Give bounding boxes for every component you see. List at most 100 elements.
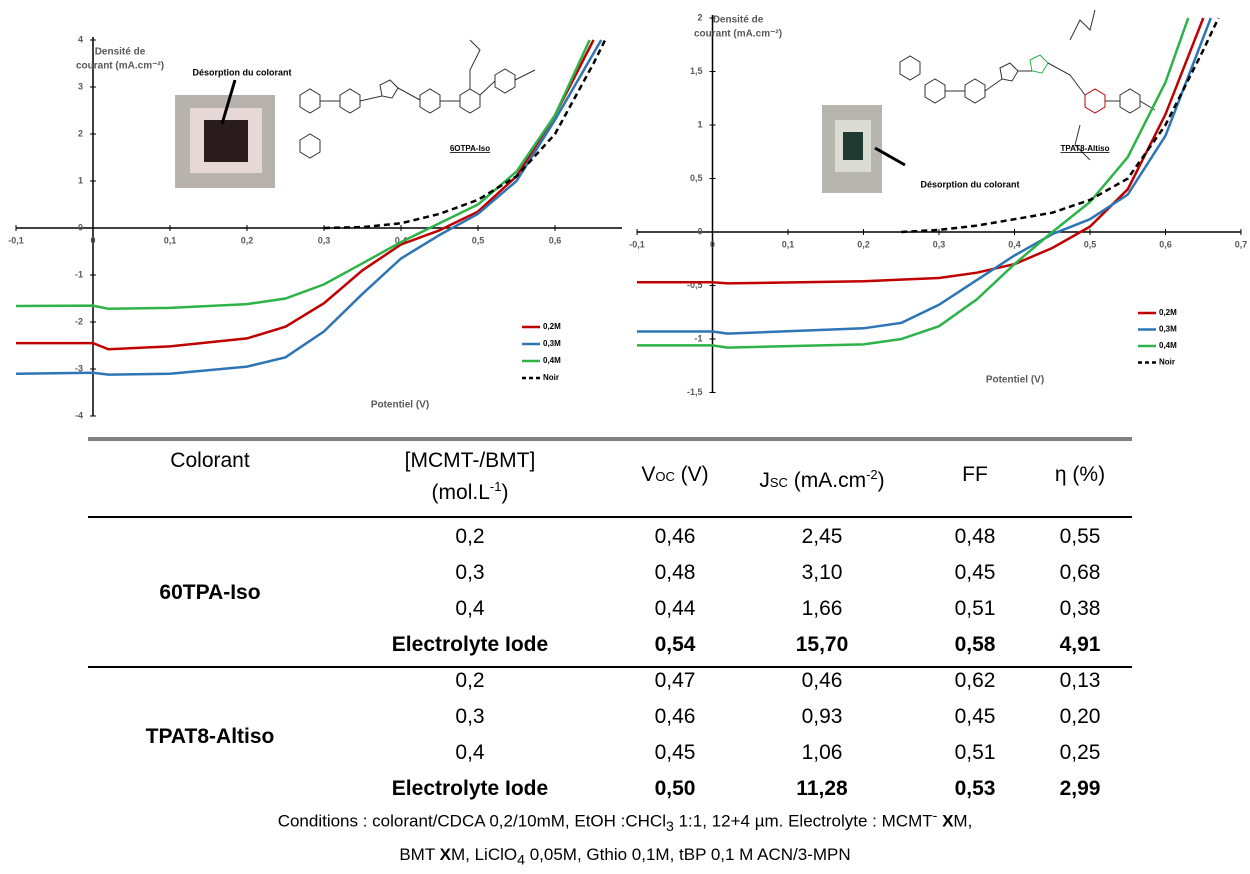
table-cell: 0,2: [455, 669, 485, 692]
y-axis-title: courant (mA.cm⁻²): [694, 29, 782, 40]
table-cell: 0,45: [654, 741, 696, 764]
rule: [88, 666, 1132, 668]
table-cell: 1,66: [801, 597, 843, 620]
table-cell: 4,91: [1059, 633, 1101, 656]
series-line: [637, 17, 1212, 335]
x-axis-title: Potentiel (V): [986, 375, 1044, 386]
chart: -0,1 0 0,1 0,2 0,3 0,4 0,5 0,6 -4 -3 -2 -1 0 1 2 3 4: [8, 34, 622, 420]
header-text: J: [759, 469, 770, 492]
table-cell: 0,3: [455, 705, 485, 728]
table-cell: 0,4: [455, 597, 485, 620]
x-tick-label: 0,1: [164, 235, 177, 245]
y-tick-label: 1,5: [690, 66, 703, 76]
annotation: Désorption du colorant: [921, 179, 1020, 189]
table-cell: 0,45: [954, 561, 996, 584]
series-line: [15, 39, 591, 311]
x-axis-title: Potentiel (V): [371, 400, 429, 411]
y-tick-label: 2: [78, 128, 83, 138]
y-axis-title: Densité de: [95, 47, 146, 58]
annotation: 6OTPA-Iso: [450, 144, 490, 153]
footnote-text: M,: [953, 811, 973, 831]
y-axis-title: courant (mA.cm⁻²): [76, 61, 164, 72]
series-line: [637, 17, 1205, 285]
legend-label: Noir: [1159, 358, 1175, 367]
series-line: [16, 39, 595, 351]
footnote-text: M, LiClO: [451, 845, 518, 865]
table-cell: 0,20: [1059, 705, 1101, 728]
legend-label: 0,4M: [543, 356, 561, 365]
table-cell: 0,45: [954, 705, 996, 728]
table-cell: 11,28: [796, 777, 848, 800]
legend-label: 0,2M: [543, 322, 561, 331]
y-tick-label: -4: [75, 410, 83, 420]
y-tick-label: -0,5: [687, 280, 703, 290]
header-cell: VOC (V): [641, 462, 708, 490]
table-cell: 3,10: [801, 561, 843, 584]
y-tick-label: 0: [78, 222, 83, 232]
y-tick-label: 1: [78, 175, 83, 185]
y-tick-label: 3: [78, 81, 83, 91]
footnote-text: -: [932, 808, 938, 824]
y-tick-label: -1: [75, 269, 83, 279]
table-cell: 0,50: [654, 777, 696, 800]
table-cell: 0,46: [654, 705, 696, 728]
x-tick-label: 0,4: [1008, 239, 1021, 249]
header-text: OC: [655, 469, 675, 484]
y-tick-label: 1: [697, 119, 702, 129]
header-text: -2: [866, 467, 878, 482]
table-cell: 0,51: [954, 741, 996, 764]
x-tick-label: 0,6: [549, 235, 562, 245]
header-cell: η (%): [1054, 463, 1106, 486]
legend-label: 0,2M: [1159, 308, 1177, 317]
x-tick-label: 0: [710, 239, 715, 249]
series-line: [637, 17, 1190, 349]
footnote: Conditions : colorant/CDCA 0,2/10mM, EtO…: [0, 803, 1250, 874]
footnote-text: X: [439, 845, 451, 865]
series-line: [323, 39, 607, 230]
footnote-text: 3: [666, 819, 674, 836]
header-text: ): [877, 469, 885, 492]
y-tick-label: 0,5: [690, 173, 703, 183]
x-tick-label: 0,1: [782, 239, 795, 249]
table-cell: 0,46: [654, 525, 696, 548]
footnote-text: 0,05M, Gthio 0,1M, tBP 0,1 M ACN/3-MPN: [525, 845, 851, 865]
rule: [88, 516, 1132, 518]
y-tick-label: -1,5: [687, 387, 703, 397]
x-tick-label: 0,2: [241, 235, 254, 245]
group-name: 60TPA-Iso: [159, 581, 261, 604]
table-cell: 0,58: [954, 633, 996, 656]
footnote-text: 1:1, 12+4 µm. Electrolyte : MCMT: [673, 811, 933, 831]
y-axis-title: Densité de: [713, 15, 764, 26]
y-tick-label: 4: [78, 34, 83, 44]
x-tick-label: 0: [90, 235, 95, 245]
header-text: (mA.cm: [787, 469, 867, 492]
header-cell: Colorant: [170, 449, 250, 472]
header-text: ): [501, 481, 509, 504]
header-text: (V): [674, 463, 709, 486]
photo: [175, 79, 275, 188]
table-cell: 0,38: [1059, 597, 1101, 620]
annotation: Désorption du colorant: [193, 67, 292, 77]
table-cell: 0,4: [455, 741, 485, 764]
x-tick-label: 0,5: [472, 235, 485, 245]
x-tick-label: -0,1: [8, 235, 24, 245]
table-cell: 15,70: [795, 633, 849, 656]
y-tick-label: -1: [694, 333, 702, 343]
header-text: [MCMT-/BMT]: [404, 449, 536, 472]
header-cell: [MCMT-/BMT] (mol.L-1): [405, 448, 536, 506]
table-cell: 2,45: [801, 525, 843, 548]
molecule: [899, 9, 1156, 161]
x-tick-label: 0,3: [318, 235, 331, 245]
x-tick-label: 0,4: [395, 235, 408, 245]
header-text: V: [641, 463, 656, 486]
header-text: SC: [769, 475, 788, 490]
table-cell: Electrolyte Iode: [391, 633, 549, 656]
table-cell: 0,54: [654, 633, 696, 656]
header-text: (mol.L: [431, 481, 490, 504]
x-tick-label: -0,1: [629, 239, 645, 249]
legend-label: Noir: [543, 373, 559, 382]
table-cell: 0,51: [954, 597, 996, 620]
x-tick-label: 0,7: [1235, 239, 1248, 249]
annotation: TPAT8-Altiso: [1060, 144, 1109, 153]
